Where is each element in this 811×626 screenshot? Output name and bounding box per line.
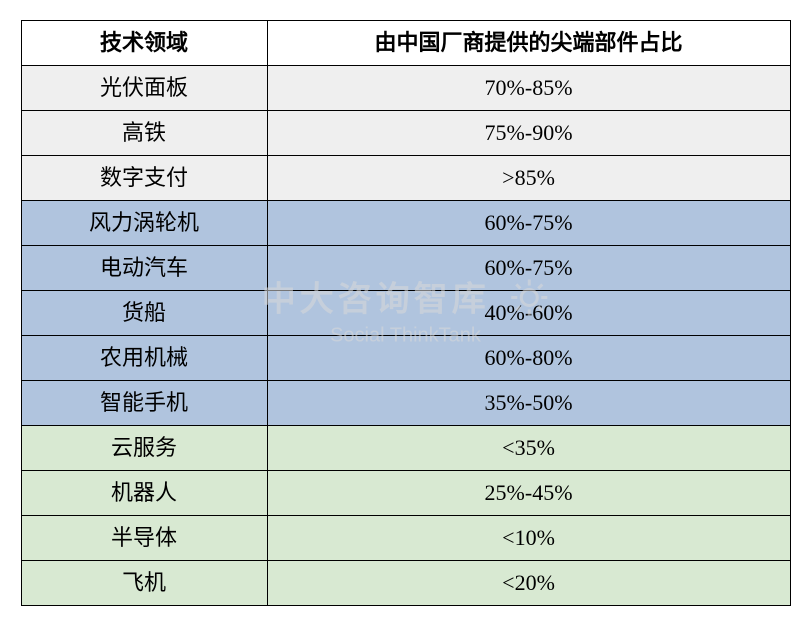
cell-share: 75%-90% <box>267 111 790 156</box>
cell-tech: 电动汽车 <box>21 246 267 291</box>
cell-share: 60%-80% <box>267 336 790 381</box>
cell-tech: 智能手机 <box>21 381 267 426</box>
table-header-row: 技术领域 由中国厂商提供的尖端部件占比 <box>21 21 790 66</box>
col-header-share: 由中国厂商提供的尖端部件占比 <box>267 21 790 66</box>
table-row: 光伏面板70%-85% <box>21 66 790 111</box>
table-row: 风力涡轮机60%-75% <box>21 201 790 246</box>
cell-share: <10% <box>267 516 790 561</box>
cell-tech: 数字支付 <box>21 156 267 201</box>
cell-tech: 半导体 <box>21 516 267 561</box>
table-row: 数字支付>85% <box>21 156 790 201</box>
col-header-tech: 技术领域 <box>21 21 267 66</box>
table-row: 电动汽车60%-75% <box>21 246 790 291</box>
cell-tech: 高铁 <box>21 111 267 156</box>
table-row: 半导体<10% <box>21 516 790 561</box>
cell-share: 60%-75% <box>267 201 790 246</box>
cell-share: <20% <box>267 561 790 606</box>
tech-share-table: 技术领域 由中国厂商提供的尖端部件占比 光伏面板70%-85%高铁75%-90%… <box>21 20 791 606</box>
cell-share: 60%-75% <box>267 246 790 291</box>
cell-share: 35%-50% <box>267 381 790 426</box>
table-row: 货船40%-60% <box>21 291 790 336</box>
cell-tech: 货船 <box>21 291 267 336</box>
table-row: 智能手机35%-50% <box>21 381 790 426</box>
cell-tech: 机器人 <box>21 471 267 516</box>
cell-tech: 光伏面板 <box>21 66 267 111</box>
cell-share: 70%-85% <box>267 66 790 111</box>
cell-share: 40%-60% <box>267 291 790 336</box>
table-row: 云服务<35% <box>21 426 790 471</box>
table-row: 飞机<20% <box>21 561 790 606</box>
cell-tech: 飞机 <box>21 561 267 606</box>
cell-share: 25%-45% <box>267 471 790 516</box>
cell-tech: 云服务 <box>21 426 267 471</box>
cell-tech: 风力涡轮机 <box>21 201 267 246</box>
cell-share: >85% <box>267 156 790 201</box>
table-container: 技术领域 由中国厂商提供的尖端部件占比 光伏面板70%-85%高铁75%-90%… <box>21 20 791 606</box>
table-row: 高铁75%-90% <box>21 111 790 156</box>
table-row: 农用机械60%-80% <box>21 336 790 381</box>
table-row: 机器人25%-45% <box>21 471 790 516</box>
cell-tech: 农用机械 <box>21 336 267 381</box>
cell-share: <35% <box>267 426 790 471</box>
